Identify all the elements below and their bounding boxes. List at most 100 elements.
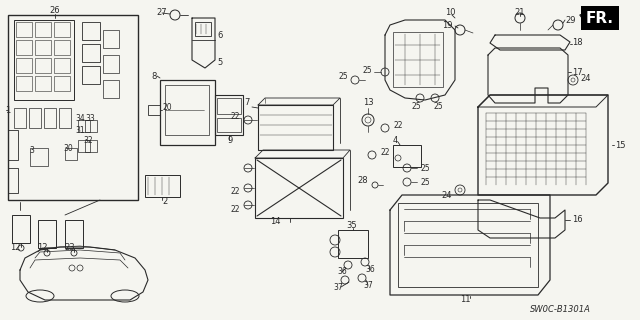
Text: 22: 22 — [230, 111, 240, 121]
Bar — [59, 108, 71, 128]
Bar — [35, 58, 51, 73]
Text: FR.: FR. — [586, 11, 614, 26]
Text: 37: 37 — [363, 281, 373, 290]
Bar — [14, 20, 74, 100]
Text: 25: 25 — [420, 164, 429, 172]
Bar — [14, 108, 26, 128]
Text: 2: 2 — [163, 197, 168, 206]
Bar — [16, 22, 32, 37]
Text: 4: 4 — [392, 135, 397, 145]
Text: 25: 25 — [362, 66, 372, 75]
Bar — [82, 66, 100, 84]
Text: 1: 1 — [5, 106, 10, 115]
Text: 8: 8 — [152, 71, 157, 81]
Bar — [217, 118, 241, 132]
Bar — [103, 80, 119, 98]
Text: 28: 28 — [357, 175, 368, 185]
Bar — [54, 76, 70, 91]
Bar — [255, 158, 343, 218]
Text: 5: 5 — [217, 58, 222, 67]
Text: 30: 30 — [63, 143, 73, 153]
Text: 16: 16 — [572, 215, 582, 225]
Text: 9: 9 — [227, 135, 232, 145]
Text: 36: 36 — [365, 266, 375, 275]
Text: 23: 23 — [65, 244, 76, 252]
Text: 12: 12 — [36, 244, 47, 252]
Text: 14: 14 — [269, 218, 280, 227]
Bar — [82, 22, 100, 40]
Bar — [393, 145, 421, 167]
Text: 11: 11 — [460, 295, 470, 305]
Text: 17: 17 — [572, 68, 582, 76]
Bar — [78, 120, 90, 132]
Bar — [338, 230, 368, 258]
Bar — [16, 76, 32, 91]
Text: 26: 26 — [50, 5, 60, 14]
Bar — [215, 95, 243, 135]
Bar — [38, 220, 56, 248]
Bar — [54, 58, 70, 73]
Bar — [85, 140, 97, 152]
Text: 18: 18 — [572, 37, 582, 46]
Text: 25: 25 — [339, 71, 348, 81]
Bar — [65, 220, 83, 248]
Bar — [148, 105, 160, 115]
Text: 37: 37 — [333, 283, 343, 292]
Bar — [8, 168, 18, 193]
Bar — [30, 148, 48, 166]
Text: 33: 33 — [85, 114, 95, 123]
Text: 24: 24 — [580, 74, 591, 83]
Text: 29: 29 — [565, 15, 575, 25]
Text: 32: 32 — [83, 135, 93, 145]
Bar — [393, 32, 443, 87]
Bar — [103, 30, 119, 48]
Bar — [54, 22, 70, 37]
Text: 3: 3 — [29, 146, 35, 155]
Bar — [217, 98, 241, 114]
Bar — [82, 44, 100, 62]
Bar — [54, 40, 70, 55]
Text: 22: 22 — [230, 205, 240, 214]
Text: 12: 12 — [10, 244, 20, 252]
Text: 34: 34 — [75, 114, 85, 123]
Bar — [165, 85, 209, 135]
Bar — [35, 40, 51, 55]
Text: 35: 35 — [347, 221, 357, 230]
Text: SW0C-B1301A: SW0C-B1301A — [529, 306, 591, 315]
Text: 10: 10 — [445, 7, 455, 17]
Text: 31: 31 — [75, 125, 85, 134]
Text: 25: 25 — [433, 101, 443, 110]
Text: 19: 19 — [442, 20, 453, 29]
Bar — [258, 105, 333, 150]
Text: 6: 6 — [217, 30, 222, 39]
Bar — [398, 203, 538, 287]
Bar — [16, 58, 32, 73]
Bar — [78, 140, 90, 152]
Text: 22: 22 — [230, 188, 240, 196]
Bar — [85, 120, 97, 132]
Bar — [29, 108, 41, 128]
Bar — [195, 22, 211, 36]
Text: 22: 22 — [380, 148, 390, 156]
Text: 20: 20 — [162, 102, 172, 111]
Text: 25: 25 — [411, 101, 421, 110]
Text: 7: 7 — [244, 98, 250, 107]
Bar — [145, 175, 180, 197]
Text: 22: 22 — [393, 121, 403, 130]
Bar — [44, 108, 56, 128]
Text: 21: 21 — [515, 7, 525, 17]
Bar — [12, 215, 30, 243]
Bar — [103, 55, 119, 73]
Bar — [16, 40, 32, 55]
Text: 15: 15 — [615, 140, 625, 149]
Text: 25: 25 — [420, 178, 429, 187]
Bar — [8, 130, 18, 160]
Bar — [35, 22, 51, 37]
Bar — [160, 80, 215, 145]
Text: 27: 27 — [157, 7, 167, 17]
Text: 24: 24 — [442, 190, 452, 199]
Bar — [35, 76, 51, 91]
Text: 13: 13 — [363, 98, 373, 107]
Text: 36: 36 — [337, 268, 347, 276]
Bar — [65, 148, 77, 160]
